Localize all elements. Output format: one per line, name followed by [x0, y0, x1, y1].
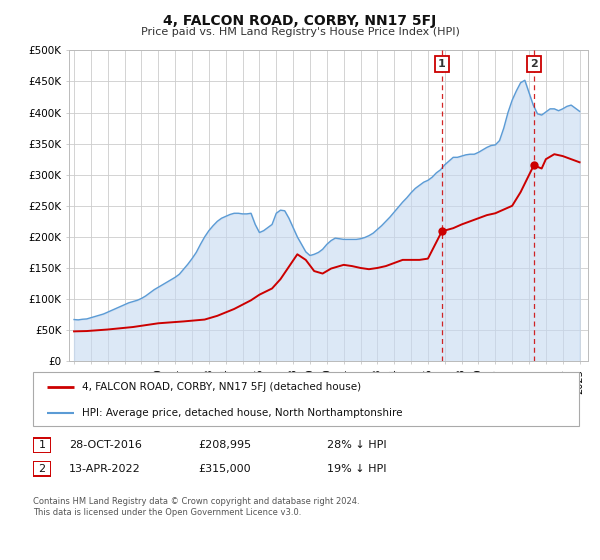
- Text: 2: 2: [530, 59, 538, 69]
- Text: 4, FALCON ROAD, CORBY, NN17 5FJ: 4, FALCON ROAD, CORBY, NN17 5FJ: [163, 14, 437, 28]
- Text: 2: 2: [38, 464, 46, 474]
- Text: 28% ↓ HPI: 28% ↓ HPI: [327, 440, 386, 450]
- Text: 4, FALCON ROAD, CORBY, NN17 5FJ (detached house): 4, FALCON ROAD, CORBY, NN17 5FJ (detache…: [82, 382, 361, 393]
- Text: HPI: Average price, detached house, North Northamptonshire: HPI: Average price, detached house, Nort…: [82, 408, 403, 418]
- Text: £315,000: £315,000: [198, 464, 251, 474]
- FancyBboxPatch shape: [33, 461, 51, 477]
- Text: 1: 1: [38, 440, 46, 450]
- Text: 13-APR-2022: 13-APR-2022: [69, 464, 141, 474]
- Text: £208,995: £208,995: [198, 440, 251, 450]
- Text: Contains HM Land Registry data © Crown copyright and database right 2024.: Contains HM Land Registry data © Crown c…: [33, 497, 359, 506]
- Text: 28-OCT-2016: 28-OCT-2016: [69, 440, 142, 450]
- Text: 19% ↓ HPI: 19% ↓ HPI: [327, 464, 386, 474]
- Text: This data is licensed under the Open Government Licence v3.0.: This data is licensed under the Open Gov…: [33, 508, 301, 517]
- FancyBboxPatch shape: [33, 372, 579, 426]
- FancyBboxPatch shape: [33, 437, 51, 453]
- Text: 1: 1: [438, 59, 446, 69]
- Text: Price paid vs. HM Land Registry's House Price Index (HPI): Price paid vs. HM Land Registry's House …: [140, 27, 460, 37]
